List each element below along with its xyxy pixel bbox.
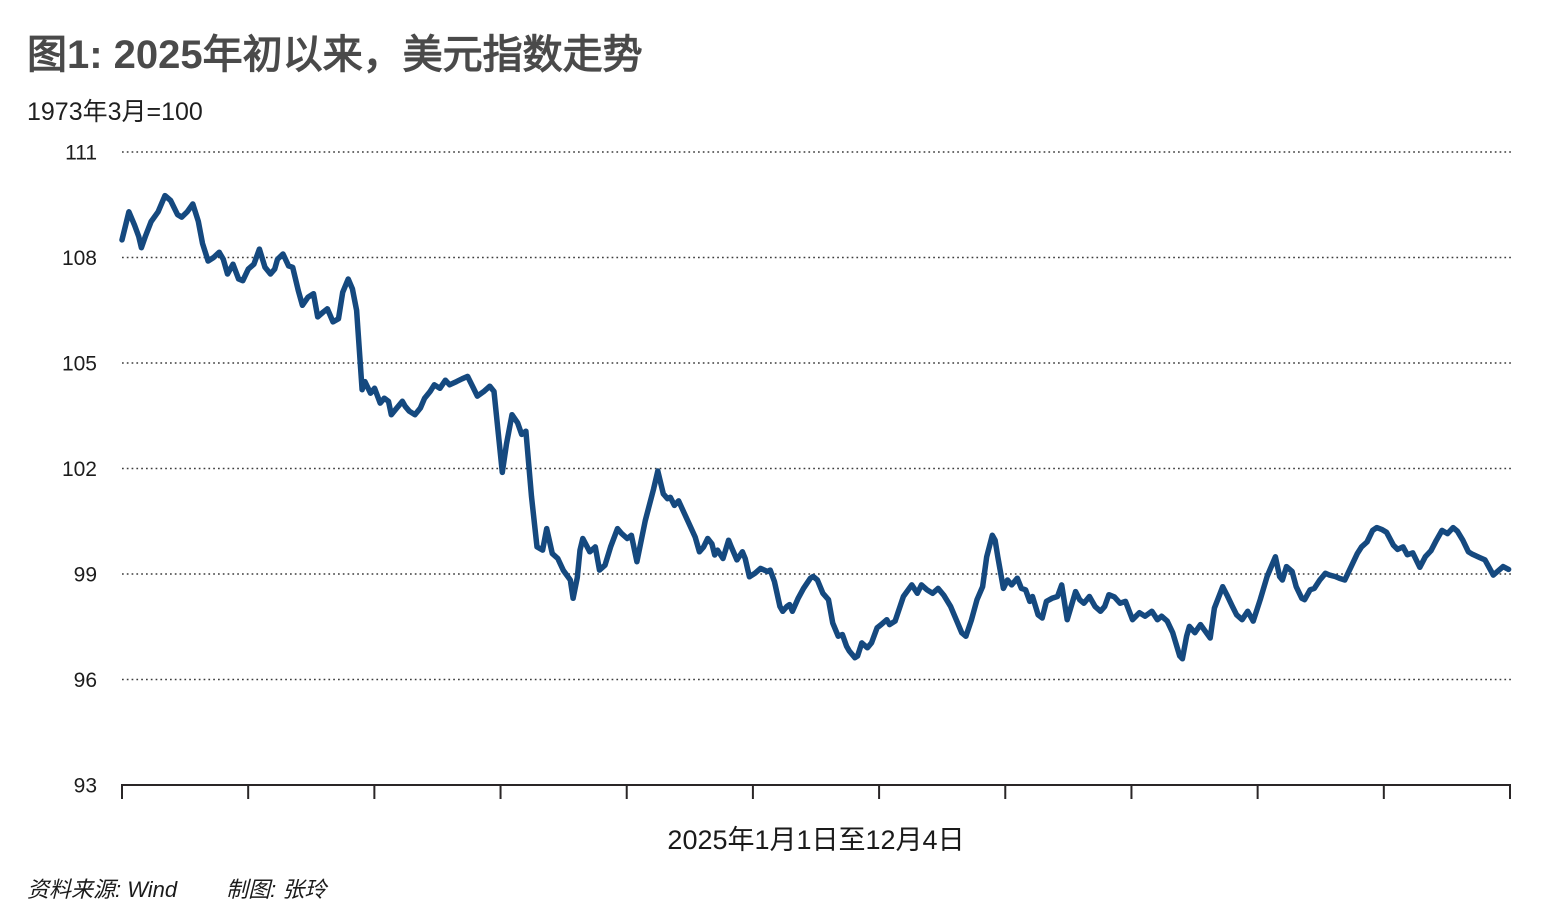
y-axis-tick-label: 102 bbox=[62, 458, 97, 481]
chart-subtitle: 1973年3月=100 bbox=[27, 98, 203, 126]
y-axis-tick-label: 111 bbox=[65, 142, 97, 165]
y-axis-tick-label: 105 bbox=[62, 353, 97, 376]
source-label: 资料来源: Wind bbox=[27, 877, 178, 902]
chart-title: 图1: 2025年初以来，美元指数走势 bbox=[27, 33, 643, 77]
chart-footer: 资料来源: Wind 制图: 张玲 bbox=[27, 872, 326, 904]
y-axis-tick-label: 96 bbox=[74, 669, 97, 692]
y-axis-tick-label: 99 bbox=[74, 564, 97, 587]
y-axis-tick-label: 108 bbox=[62, 247, 97, 270]
dollar-index-series-line bbox=[119, 192, 1512, 662]
x-axis-label: 2025年1月1日至12月4日 bbox=[667, 825, 965, 855]
credit-label: 制图: 张玲 bbox=[226, 877, 327, 902]
y-axis-tick-label: 93 bbox=[74, 775, 97, 798]
